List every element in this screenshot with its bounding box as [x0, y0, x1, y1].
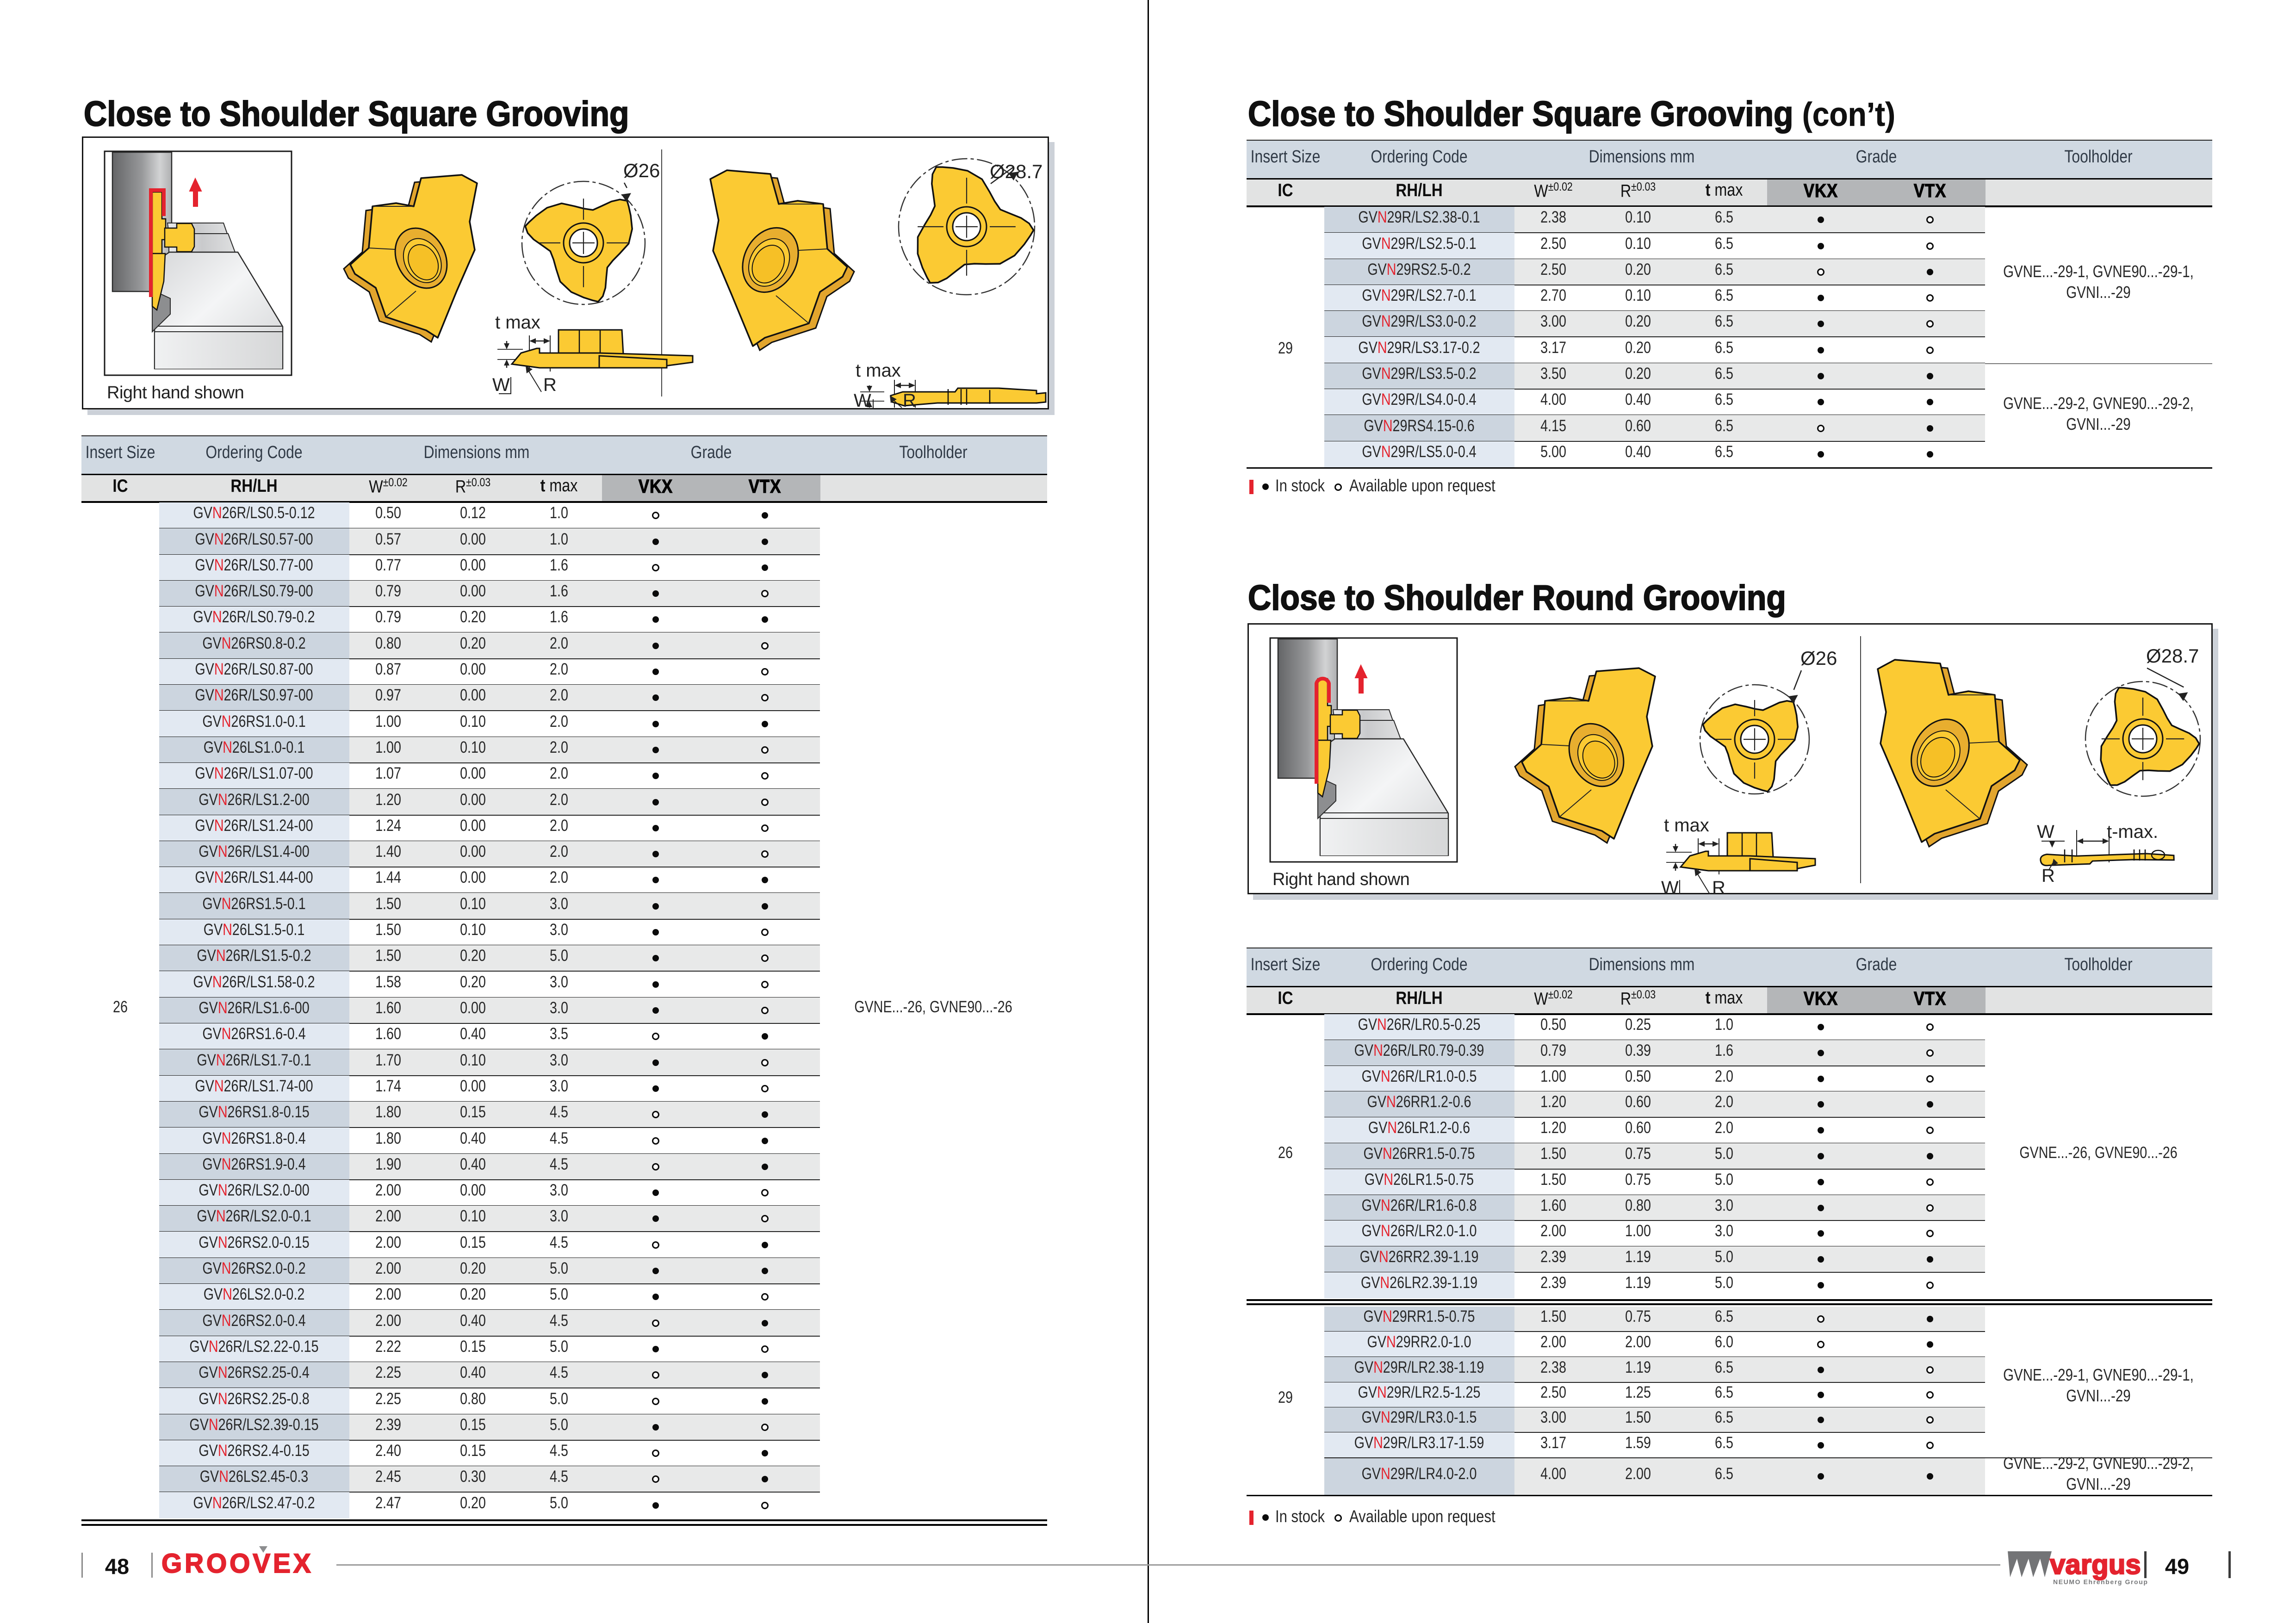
svg-text:t max: t max: [856, 360, 901, 381]
svg-text:R: R: [2042, 866, 2055, 886]
svg-text:t-max.: t-max.: [2107, 822, 2158, 842]
svg-text:W: W: [1661, 878, 1679, 894]
svg-text:Ø26: Ø26: [623, 160, 660, 181]
svg-text:R: R: [1712, 878, 1725, 894]
svg-text:Ø28.7: Ø28.7: [990, 161, 1043, 182]
svg-text:W: W: [854, 390, 871, 409]
svg-text:Right hand shown: Right hand shown: [107, 383, 244, 403]
svg-text:W: W: [492, 375, 510, 395]
svg-text:t max: t max: [1664, 815, 1709, 836]
svg-text:Right hand shown: Right hand shown: [1272, 870, 1409, 889]
svg-text:W: W: [2037, 822, 2054, 842]
svg-text:t max: t max: [495, 312, 540, 333]
svg-text:Ø28.7: Ø28.7: [2146, 645, 2199, 667]
svg-text:Ø26: Ø26: [1800, 647, 1837, 669]
svg-text:R: R: [903, 390, 916, 409]
svg-text:R: R: [543, 375, 557, 395]
